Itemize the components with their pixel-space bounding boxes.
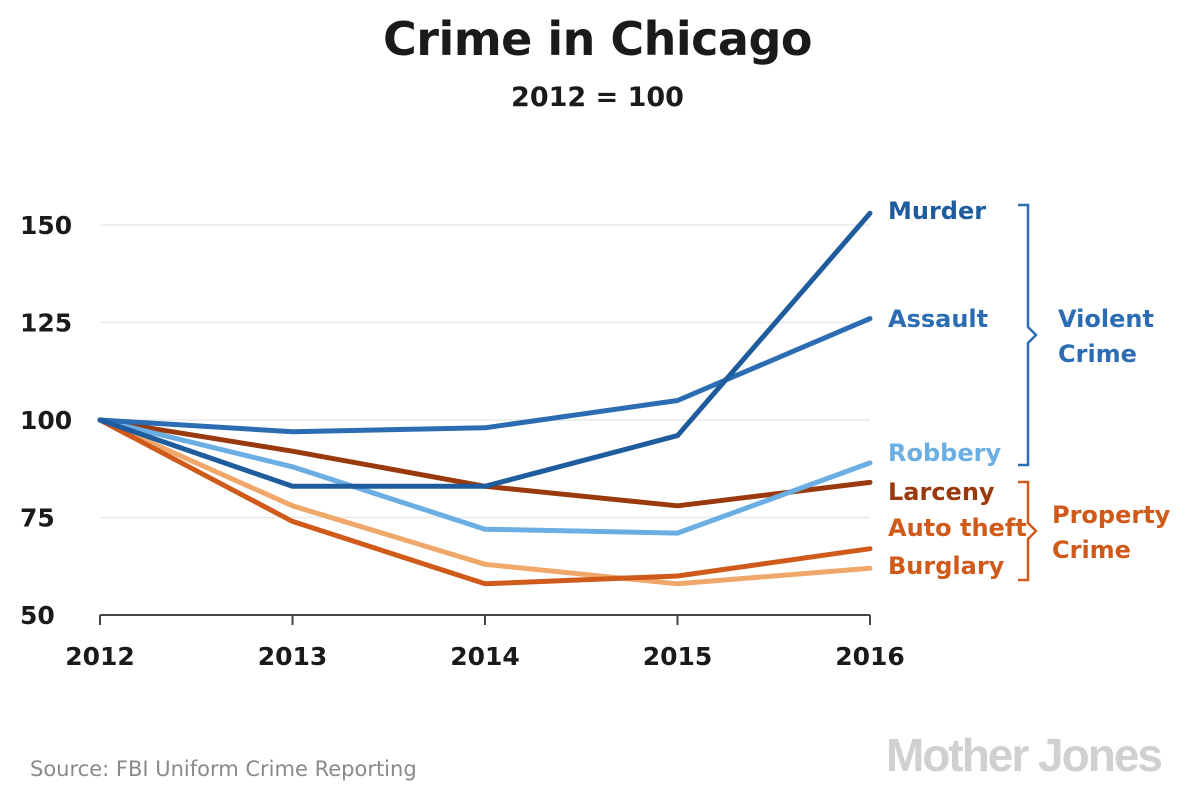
y-tick-label: 50 (20, 601, 55, 630)
property-crime-label-line1: Property (1052, 501, 1171, 529)
y-tick-label: 150 (20, 211, 72, 240)
series-line-auto-theft (97, 417, 873, 587)
group-brackets: Violent Crime Property Crime (1018, 203, 1171, 582)
series-label-robbery: Robbery (888, 439, 1001, 467)
series-labels: Murder Assault Robbery Larceny Auto theft Bur… (888, 197, 1027, 580)
violent-crime-bracket (1018, 203, 1038, 467)
series-label-assault: Assault (888, 305, 988, 333)
series-label-auto-theft: Auto theft (888, 514, 1027, 542)
property-crime-label-line2: Crime (1052, 536, 1131, 564)
chart-title: Crime in Chicago (383, 12, 813, 66)
x-tick-label: 2012 (65, 642, 135, 671)
property-crime-bracket (1018, 480, 1038, 582)
y-tick-label: 75 (20, 504, 55, 533)
violent-crime-label-line2: Crime (1058, 340, 1137, 368)
series-line-murder (97, 210, 873, 489)
series-line-robbery (97, 417, 873, 536)
axes: 50 75 100 125 150 2012 2013 2014 2015 2016 (20, 211, 905, 671)
chart-subtitle: 2012 = 100 (511, 82, 684, 113)
series-label-burglary: Burglary (888, 552, 1005, 580)
series-line-assault (97, 316, 873, 435)
x-tick-label: 2016 (835, 642, 905, 671)
series-label-murder: Murder (888, 197, 986, 225)
series-lines (97, 210, 873, 587)
x-tick-label: 2013 (258, 642, 328, 671)
brand-logo: Mother Jones (885, 729, 1163, 781)
x-tick-label: 2015 (643, 642, 713, 671)
series-label-larceny: Larceny (888, 478, 995, 506)
violent-crime-label-line1: Violent (1058, 305, 1154, 333)
y-tick-label: 100 (20, 406, 72, 435)
source-note: Source: FBI Uniform Crime Reporting (30, 757, 417, 781)
y-tick-label: 125 (20, 309, 72, 338)
grid-lines (100, 224, 870, 519)
series-line-larceny (97, 417, 873, 509)
series-line-burglary (97, 417, 873, 587)
x-tick-label: 2014 (450, 642, 520, 671)
